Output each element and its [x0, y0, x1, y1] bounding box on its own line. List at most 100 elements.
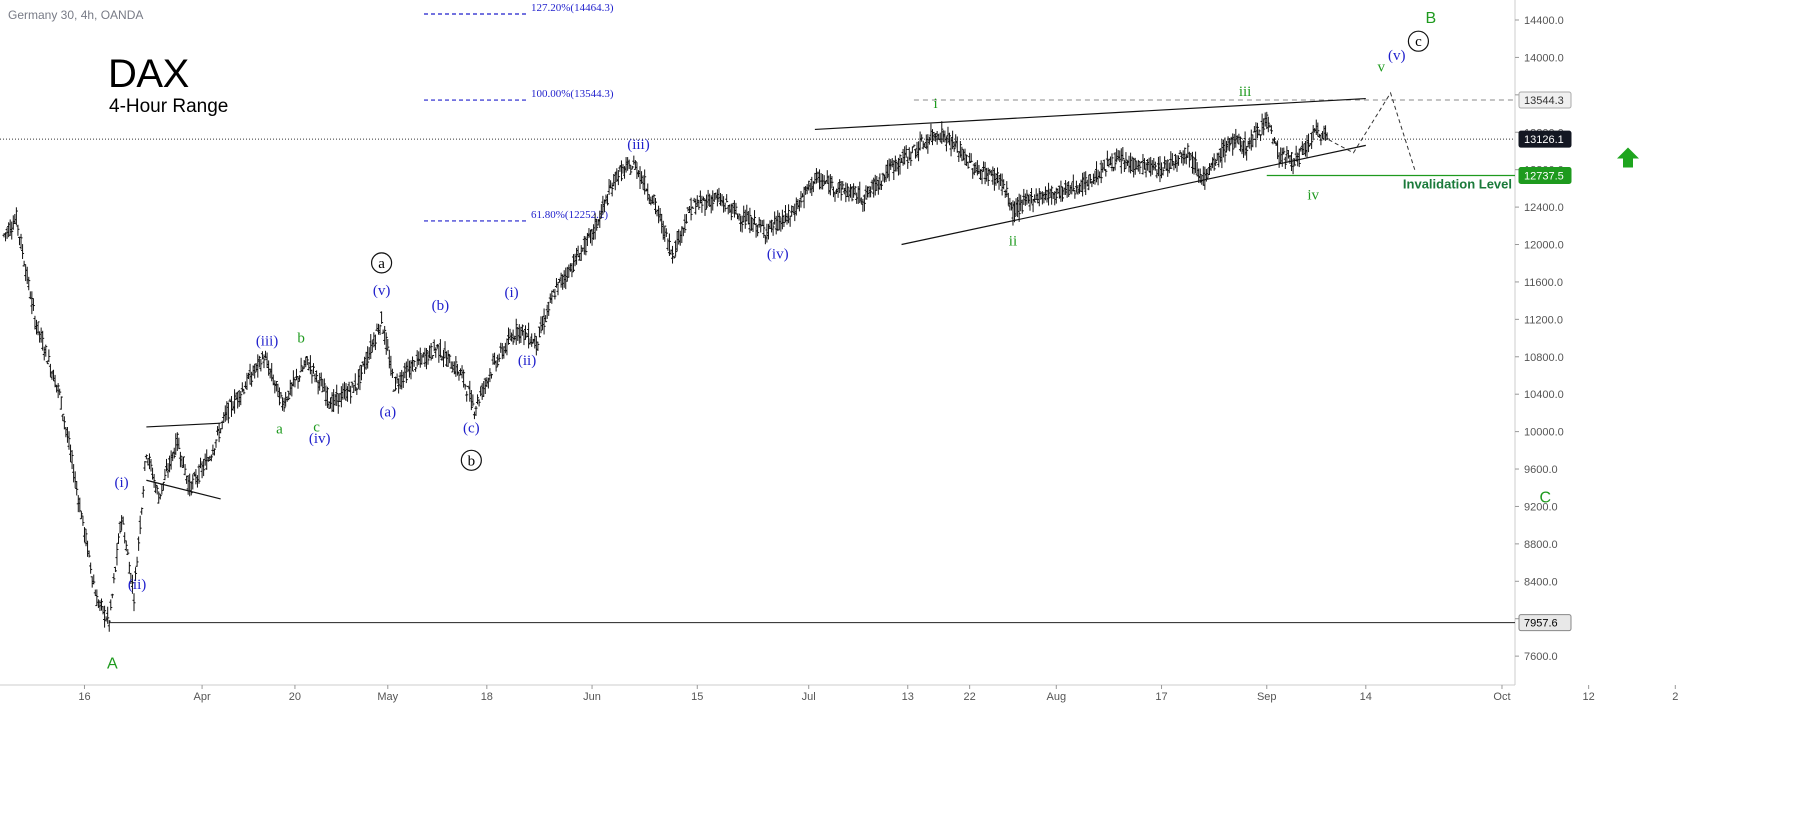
ohlc-bar [1214, 158, 1218, 167]
ohlc-bar [477, 399, 481, 407]
ohlc-bar [130, 574, 134, 594]
ohlc-bar [189, 481, 193, 496]
ohlc-bar [1183, 147, 1187, 164]
ohlc-bar [845, 183, 849, 197]
wave-label: ii [1009, 233, 1017, 249]
price-tick-label: 11200.0 [1524, 314, 1563, 326]
ohlc-bar [253, 363, 257, 379]
ohlc-bar [143, 461, 147, 471]
ohlc-bar [19, 233, 23, 250]
ohlc-bar [1282, 147, 1286, 155]
ohlc-bar [920, 134, 924, 142]
ohlc-bar [107, 620, 111, 632]
ohlc-bar [740, 215, 744, 233]
ohlc-bar [1033, 194, 1037, 203]
up-arrow-icon [1617, 147, 1639, 168]
ohlc-bar [1316, 122, 1320, 137]
ohlc-bar [667, 233, 671, 257]
price-tag-bg [1518, 614, 1572, 632]
ohlc-bar [61, 413, 65, 422]
ohlc-bar [700, 195, 704, 213]
ohlc-bar [1187, 151, 1191, 168]
ohlc-bar [282, 397, 286, 412]
ohlc-bar [753, 210, 757, 225]
ohlc-bar [79, 511, 83, 520]
ohlc-bar [1020, 199, 1024, 214]
price-tick-label: 10800.0 [1524, 352, 1564, 364]
ohlc-bar [242, 389, 246, 395]
ohlc-bar [1017, 193, 1021, 222]
price-tick-label: 11600.0 [1524, 277, 1563, 289]
wave-label: (iii) [627, 137, 650, 153]
time-tick-label: May [377, 691, 398, 703]
ohlc-bar [366, 346, 370, 369]
ohlc-bar [633, 160, 637, 170]
ohlc-bar [912, 144, 916, 148]
ohlc-bar [672, 255, 676, 259]
price-tick-label: 10400.0 [1524, 389, 1564, 401]
wave-label: (b) [432, 298, 450, 314]
ohlc-bar [149, 459, 153, 472]
ohlc-bar [390, 368, 394, 378]
ohlc-bar [853, 185, 857, 196]
ohlc-bar [404, 361, 408, 384]
ohlc-bar [412, 360, 416, 367]
ohlc-bar [262, 354, 266, 369]
time-tick-label: Jun [583, 691, 601, 703]
ohlc-bar [1238, 136, 1242, 152]
ohlc-bar [183, 464, 187, 476]
ohlc-bar [536, 341, 540, 351]
ohlc-bar [110, 593, 114, 599]
ohlc-bar [955, 136, 959, 153]
ohlc-bar [59, 396, 63, 410]
ohlc-bar [1050, 185, 1054, 205]
time-tick-label: 12 [1583, 691, 1595, 703]
ohlc-bar [497, 353, 501, 362]
ohlc-bar [103, 605, 107, 628]
ohlc-bar [906, 156, 910, 169]
ohlc-bar [1084, 171, 1088, 196]
ohlc-bar [489, 373, 493, 379]
wave-label: (iv) [309, 431, 331, 447]
ohlc-bar [965, 154, 969, 166]
wave-label: (ii) [518, 353, 536, 369]
ohlc-bar [384, 332, 388, 355]
ohlc-bar [1223, 137, 1227, 163]
wave-label: a [276, 421, 283, 437]
price-tick-label: 14000.0 [1524, 52, 1564, 64]
ohlc-bar [109, 599, 113, 611]
ohlc-bar [10, 221, 14, 240]
ohlc-bar [547, 301, 551, 316]
ohlc-bar [756, 224, 760, 237]
ohlc-bar [144, 454, 148, 460]
ohlc-bar [748, 207, 752, 234]
ohlc-bar [1025, 189, 1029, 205]
ohlc-bar [113, 566, 117, 573]
ohlc-bar [542, 308, 546, 335]
ohlc-bar [995, 167, 999, 184]
price-tick-label: 10000.0 [1524, 427, 1564, 439]
wave-label: i [934, 96, 938, 112]
ohlc-bar [279, 392, 283, 399]
ohlc-bar [864, 185, 868, 200]
ohlc-bar [850, 186, 854, 202]
ohlc-bar [463, 383, 467, 390]
ohlc-bar [369, 334, 373, 359]
ohlc-bar [904, 145, 908, 158]
ohlc-bar [1325, 132, 1329, 141]
price-tag-bg [1518, 167, 1572, 185]
ohlc-bar [584, 236, 588, 256]
ohlc-bar [209, 454, 213, 462]
price-tag-bg [1518, 91, 1572, 109]
price-tick-label: 8800.0 [1524, 539, 1558, 551]
ohlc-bar [431, 355, 435, 359]
time-tick-label: 16 [78, 691, 90, 703]
wave-label: iv [1307, 188, 1319, 204]
ohlc-bar [958, 140, 962, 158]
ohlc-bar [807, 180, 811, 191]
wave-label: (iii) [256, 334, 279, 350]
ohlc-bar [239, 391, 243, 406]
wave-label-circle [1407, 30, 1430, 52]
